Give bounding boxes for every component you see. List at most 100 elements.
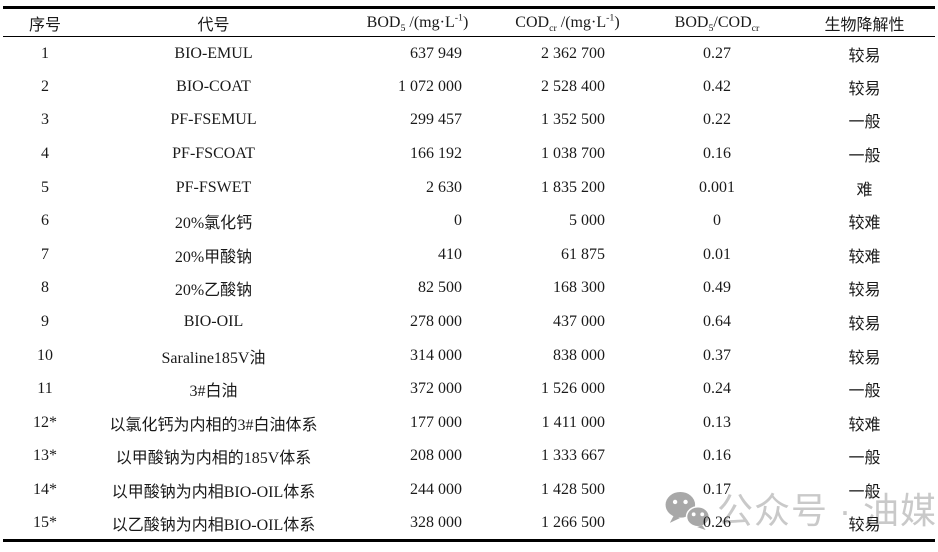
cell-index: 10	[37, 346, 53, 364]
cell-ratio: 0.17	[703, 481, 731, 499]
cell-ratio: 0.13	[703, 413, 731, 431]
cell-codcr: 5 000	[569, 212, 605, 230]
cell-code: 以甲酸钠为内相的185V体系	[115, 450, 312, 468]
wechat-icon	[665, 491, 710, 531]
column-header-biodegradability: 生物降解性	[794, 7, 935, 37]
cell-codcr: 1 411 000	[541, 413, 605, 431]
cell-bod5: 637 949	[410, 44, 462, 62]
table-row: 4 PF-FSCOAT 166 192 1 038 700 0.16 一般	[3, 137, 935, 171]
cell-code: 20%氯化钙	[174, 215, 253, 233]
cell-code: 以氯化钙为内相的3#白油体系	[109, 416, 318, 434]
cell-code: 20%乙酸钠	[174, 282, 253, 300]
cell-code: PF-FSEMUL	[170, 111, 257, 129]
cell-codcr: 1 835 200	[541, 178, 605, 196]
cell-codcr: 1 333 667	[541, 447, 605, 465]
cell-index: 1	[41, 44, 49, 62]
cell-codcr: 61 875	[561, 245, 605, 263]
cell-code: BIO-COAT	[176, 77, 251, 95]
cell-index: 6	[41, 212, 49, 230]
cell-index: 11	[37, 380, 53, 398]
cell-code: PF-FSCOAT	[172, 145, 255, 163]
cell-index: 9	[41, 313, 49, 331]
header-row: 序号 代号 BOD5 /(mg·L-1) CODcr /(mg·L-1) BOD…	[3, 7, 935, 37]
table-row: 12* 以氯化钙为内相的3#白油体系 177 000 1 411 000 0.1…	[3, 406, 935, 440]
cell-codcr: 1 352 500	[541, 111, 605, 129]
cell-code: 以乙酸钠为内相BIO-OIL体系	[111, 516, 316, 534]
cell-codcr: 437 000	[553, 313, 605, 331]
cell-index: 14*	[33, 481, 57, 499]
table-row: 10 Saraline185V油 314 000 838 000 0.37 较易	[3, 339, 935, 373]
cell-bod5: 278 000	[410, 313, 462, 331]
table-row: 6 20%氯化钙 0 5 000 0 较难	[3, 204, 935, 238]
cell-biodegradability: 一般	[848, 114, 881, 132]
cell-index: 15*	[33, 513, 57, 531]
cell-codcr: 168 300	[553, 279, 605, 297]
cell-index: 3	[41, 111, 49, 129]
cell-bod5: 1 072 000	[398, 77, 462, 95]
table-row: 3 PF-FSEMUL 299 457 1 352 500 0.22 一般	[3, 104, 935, 138]
cell-index: 8	[41, 279, 49, 297]
cell-biodegradability: 较易	[848, 47, 881, 65]
cell-index: 13*	[33, 447, 57, 465]
cell-bod5: 410	[438, 245, 462, 263]
table-row: 15* 以乙酸钠为内相BIO-OIL体系 328 000 1 266 500 0…	[3, 507, 935, 541]
cell-code: 3#白油	[189, 383, 238, 401]
cell-biodegradability: 一般	[848, 484, 881, 502]
cell-biodegradability: 较易	[848, 80, 881, 98]
cell-biodegradability: 一般	[848, 450, 881, 468]
cell-codcr: 838 000	[553, 346, 605, 364]
cell-biodegradability: 较易	[848, 349, 881, 367]
cell-index: 2	[41, 77, 49, 95]
cell-biodegradability: 较易	[848, 316, 881, 334]
cell-ratio: 0.27	[703, 44, 731, 62]
cell-ratio: 0.64	[703, 313, 731, 331]
cell-code: BIO-OIL	[183, 313, 244, 331]
cell-index: 7	[41, 245, 49, 263]
cell-biodegradability: 较易	[848, 516, 881, 534]
cell-index: 4	[41, 145, 49, 163]
cell-code: 20%甲酸钠	[174, 248, 253, 266]
table-row: 14* 以甲酸钠为内相BIO-OIL体系 244 000 1 428 500 0…	[3, 473, 935, 507]
table-row: 7 20%甲酸钠 410 61 875 0.01 较难	[3, 238, 935, 272]
column-header-codcr: CODcr /(mg·L-1)	[495, 7, 640, 37]
cell-ratio: 0.22	[703, 111, 731, 129]
table-row: 9 BIO-OIL 278 000 437 000 0.64 较易	[3, 305, 935, 339]
cell-codcr: 1 428 500	[541, 481, 605, 499]
cell-index: 5	[41, 178, 49, 196]
cell-code: BIO-EMUL	[174, 44, 253, 62]
cell-bod5: 177 000	[410, 413, 462, 431]
cell-ratio: 0.01	[703, 245, 731, 263]
cell-bod5: 314 000	[410, 346, 462, 364]
column-header-code: 代号	[87, 7, 340, 37]
cell-bod5: 208 000	[410, 447, 462, 465]
cell-bod5: 166 192	[410, 145, 462, 163]
column-header-bod-cod-ratio: BOD5/CODcr	[640, 7, 794, 37]
cell-bod5: 244 000	[410, 481, 462, 499]
column-header-index: 序号	[3, 7, 87, 37]
cell-bod5: 372 000	[410, 380, 462, 398]
cell-bod5: 2 630	[426, 178, 462, 196]
cell-bod5: 0	[454, 212, 462, 230]
table-row: 1 BIO-EMUL 637 949 2 362 700 0.27 较易	[3, 37, 935, 71]
cell-codcr: 1 266 500	[541, 513, 605, 531]
table-row: 13* 以甲酸钠为内相的185V体系 208 000 1 333 667 0.1…	[3, 440, 935, 474]
table-row: 5 PF-FSWET 2 630 1 835 200 0.001 难	[3, 171, 935, 205]
cell-codcr: 1 526 000	[541, 380, 605, 398]
cell-index: 12*	[33, 413, 57, 431]
cell-biodegradability: 较易	[848, 282, 881, 300]
cell-ratio: 0.24	[703, 380, 731, 398]
cell-ratio: 0	[713, 212, 721, 230]
cell-code: PF-FSWET	[175, 178, 252, 196]
cell-bod5: 82 500	[418, 279, 462, 297]
table-body: 1 BIO-EMUL 637 949 2 362 700 0.27 较易 2 B…	[3, 37, 935, 541]
cell-codcr: 2 362 700	[541, 44, 605, 62]
cell-bod5: 328 000	[410, 513, 462, 531]
cell-ratio: 0.16	[703, 447, 731, 465]
cell-biodegradability: 较难	[848, 215, 881, 233]
cell-code: 以甲酸钠为内相BIO-OIL体系	[111, 484, 316, 502]
cell-codcr: 1 038 700	[541, 145, 605, 163]
table-header: 序号 代号 BOD5 /(mg·L-1) CODcr /(mg·L-1) BOD…	[3, 7, 935, 37]
watermark-text: 公众号 · 油媒方	[717, 490, 938, 531]
biodegradability-table: 序号 代号 BOD5 /(mg·L-1) CODcr /(mg·L-1) BOD…	[3, 6, 935, 542]
